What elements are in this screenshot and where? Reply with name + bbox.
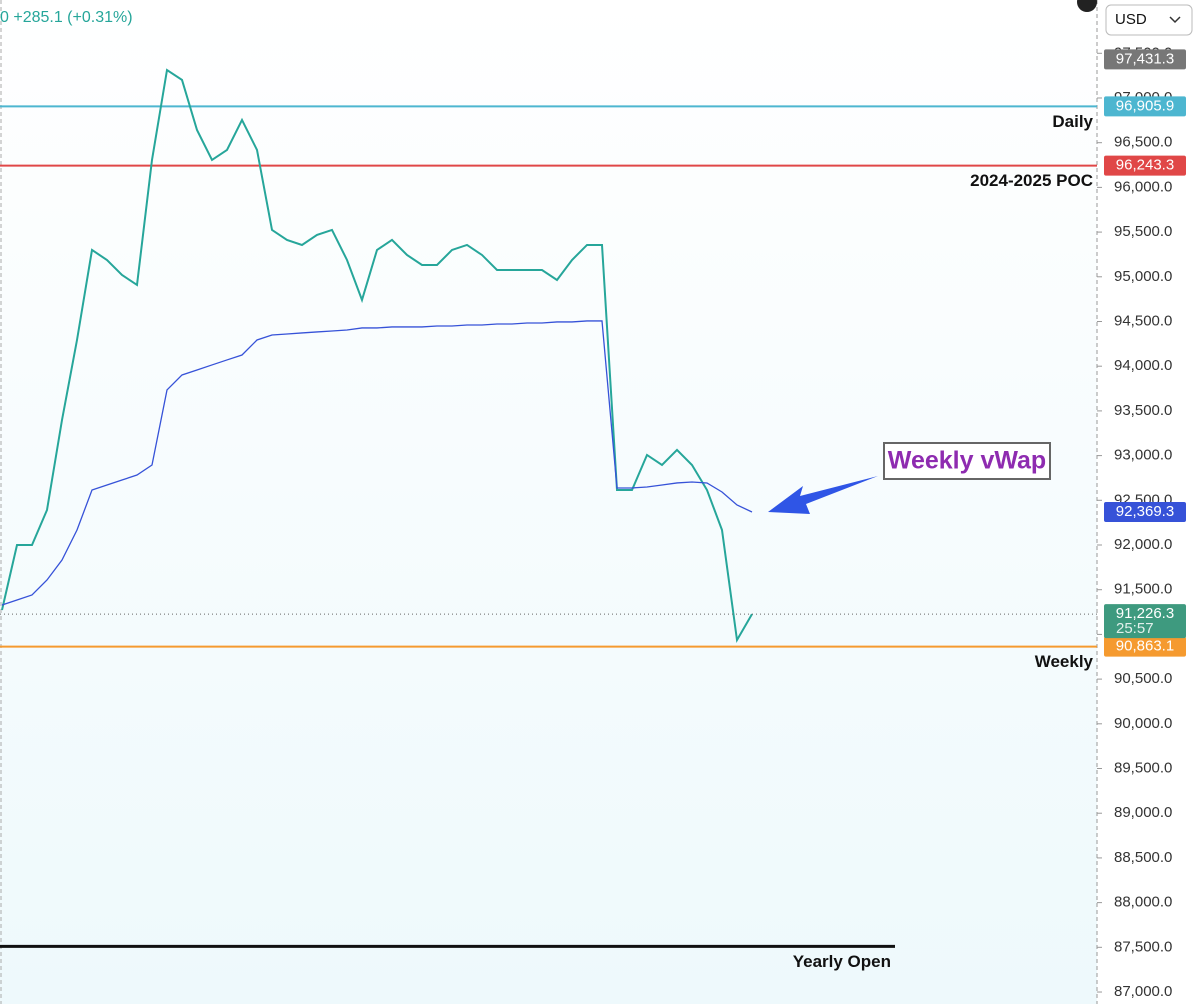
y-tick-label: 90,500.0 xyxy=(1114,670,1172,687)
y-tick-label: 93,500.0 xyxy=(1114,402,1172,419)
y-tick-label: 89,500.0 xyxy=(1114,759,1172,776)
dropdown-chevron xyxy=(1169,16,1181,24)
high-badge-label: 97,431.3 xyxy=(1116,50,1174,67)
vwap-badge-label: 92,369.3 xyxy=(1116,503,1174,520)
level-badge xyxy=(1104,636,1186,657)
annotation-text: Weekly vWap xyxy=(888,447,1046,475)
level-badge-label: 90,863.1 xyxy=(1116,638,1174,655)
y-tick-label: 91,500.0 xyxy=(1114,581,1172,598)
vwap-badge xyxy=(1104,501,1186,522)
vwap-line xyxy=(1,320,753,606)
price-badge xyxy=(1104,604,1186,639)
level-label: 2024-2025 POC xyxy=(970,171,1093,190)
y-tick-label: 95,000.0 xyxy=(1114,268,1172,285)
level-badge xyxy=(1104,96,1186,117)
y-tick-label: 95,500.0 xyxy=(1114,223,1172,240)
annotation-box xyxy=(883,442,1051,480)
price-badge-label: 91,226.3 xyxy=(1116,605,1174,622)
plot-background xyxy=(0,0,1097,1004)
legend-text: 0 +285.1 (+0.31%) xyxy=(0,9,133,26)
level-label: Weekly xyxy=(1035,652,1094,671)
level-label: Daily xyxy=(1052,112,1093,131)
currency: USD xyxy=(1115,11,1147,28)
level-badge-label: 96,243.3 xyxy=(1116,157,1174,174)
level-badge-label: 96,905.9 xyxy=(1116,97,1174,114)
y-tick-label: 87,500.0 xyxy=(1114,938,1172,955)
y-tick-label: 93,000.0 xyxy=(1114,447,1172,464)
y-tick-label: 87,000.0 xyxy=(1114,983,1172,1000)
y-tick-label: 89,000.0 xyxy=(1114,804,1172,821)
currency-dropdown[interactable] xyxy=(1105,4,1193,36)
price-line xyxy=(1,68,753,644)
y-tick-label: 96,500.0 xyxy=(1114,134,1172,151)
annotation: Weekly vWap xyxy=(768,442,1051,514)
high-badge xyxy=(1104,49,1186,70)
y-tick-label: 88,500.0 xyxy=(1114,849,1172,866)
y-tick-label: 94,000.0 xyxy=(1114,357,1172,374)
y-tick-label: 90,000.0 xyxy=(1114,715,1172,732)
level-label: Yearly Open xyxy=(793,952,891,971)
price-countdown: 25:57 xyxy=(1116,620,1154,637)
y-tick-label: 92,000.0 xyxy=(1114,536,1172,553)
y-tick-label: 88,000.0 xyxy=(1114,894,1172,911)
add-button[interactable] xyxy=(1077,0,1097,12)
y-tick-label: 94,500.0 xyxy=(1114,312,1172,329)
level-badge xyxy=(1104,155,1186,176)
y-tick-label: 96,000.0 xyxy=(1114,178,1172,195)
annotation-arrow xyxy=(768,476,878,514)
